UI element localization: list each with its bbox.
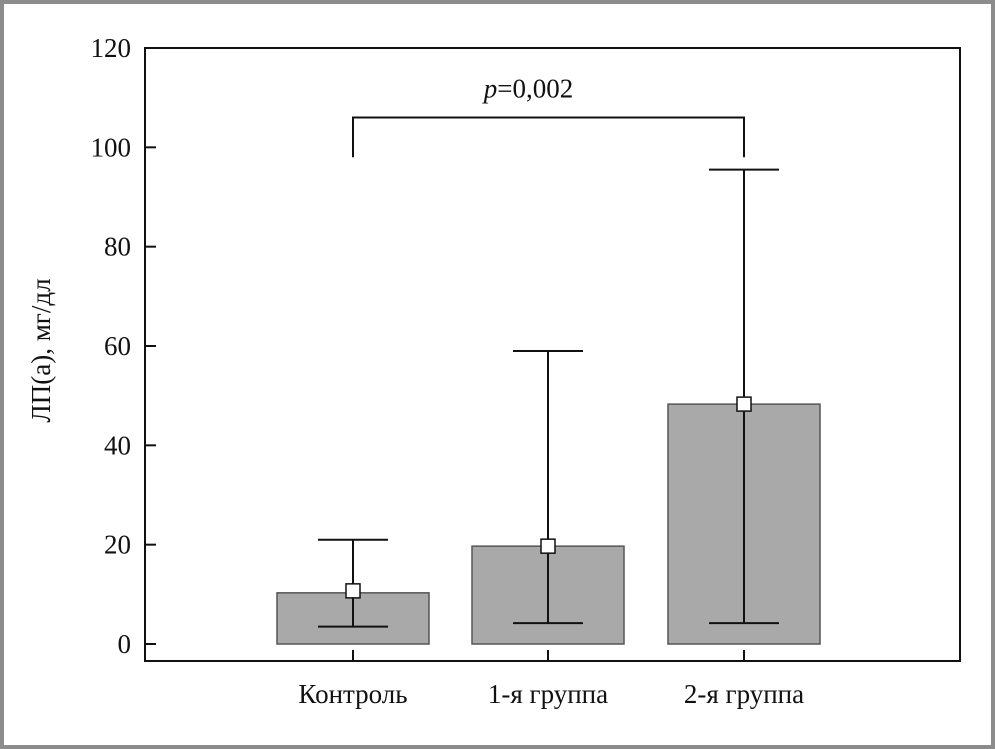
x-tick-label: Контроль <box>298 679 407 709</box>
y-axis-ticks: 0 20 40 60 80 100 120 <box>91 33 156 659</box>
significance-bracket <box>352 116 745 158</box>
x-tick-label: 2-я группа <box>684 679 804 709</box>
chart-marks <box>276 168 821 645</box>
y-axis-title: ЛП(а), мг/дл <box>26 278 56 422</box>
p-symbol: p <box>482 74 498 104</box>
mean-marker <box>345 583 361 599</box>
y-tick-label: 0 <box>118 629 132 659</box>
x-tick-label: 1-я группа <box>488 679 608 709</box>
plot-area-border <box>144 47 961 662</box>
y-tick-label: 120 <box>91 33 132 63</box>
mean-marker <box>540 538 556 554</box>
mean-marker <box>736 396 752 412</box>
y-tick-label: 60 <box>104 331 131 361</box>
y-tick-label: 40 <box>104 430 131 460</box>
significance-annotations: p=0,002 <box>352 74 745 158</box>
y-tick-label: 80 <box>104 232 131 262</box>
x-axis-ticks: Контроль 1-я группа 2-я группа <box>298 650 804 709</box>
p-value-label: p=0,002 <box>482 74 573 104</box>
p-value: =0,002 <box>497 74 573 104</box>
y-tick-label: 100 <box>91 132 132 162</box>
y-tick-label: 20 <box>104 530 131 560</box>
